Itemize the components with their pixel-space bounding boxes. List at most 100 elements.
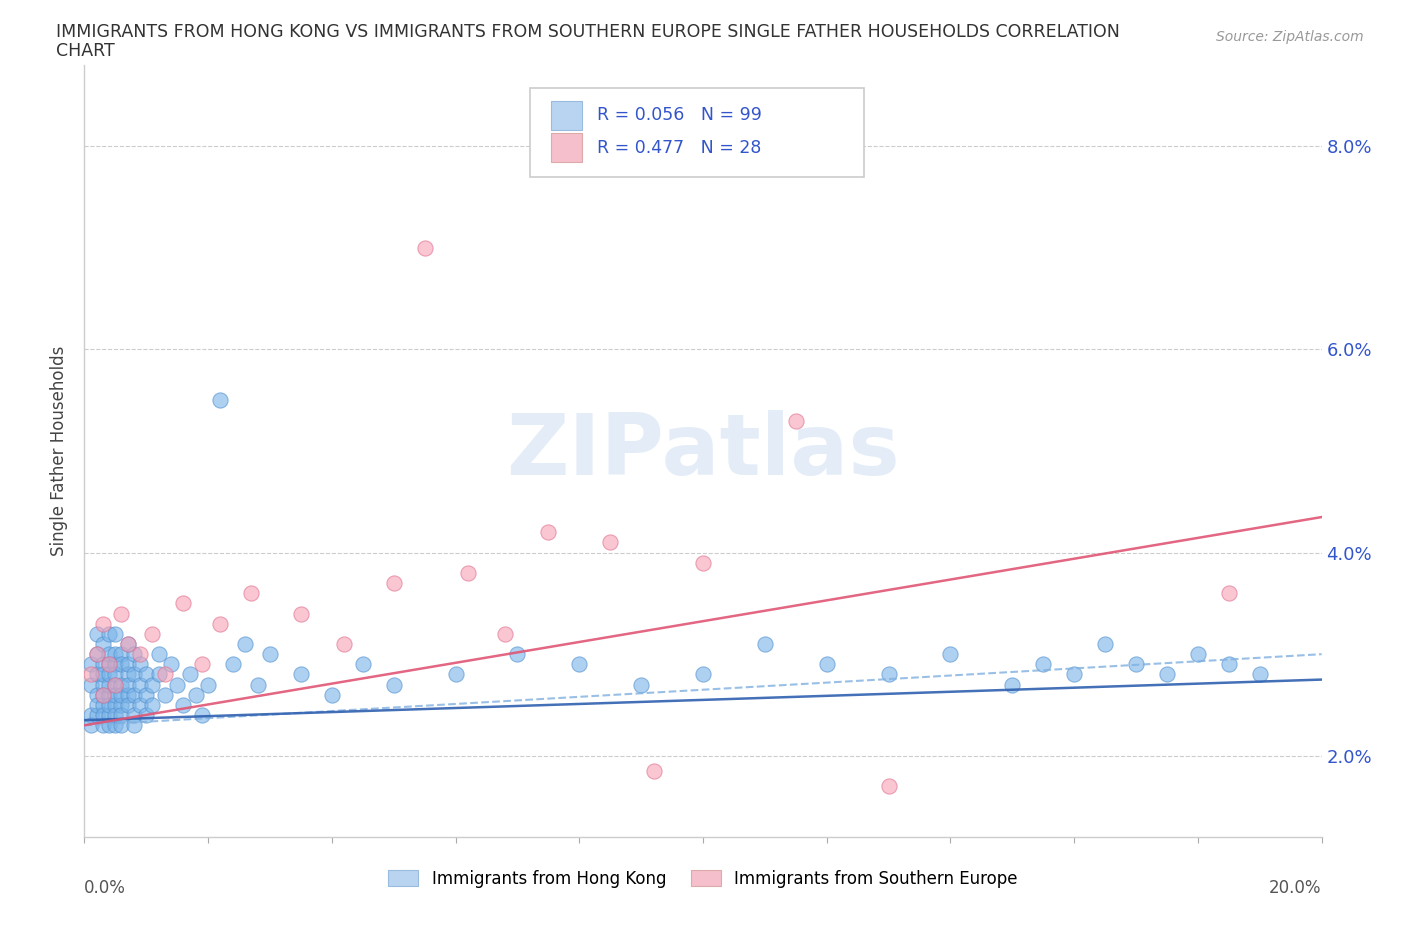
- Text: IMMIGRANTS FROM HONG KONG VS IMMIGRANTS FROM SOUTHERN EUROPE SINGLE FATHER HOUSE: IMMIGRANTS FROM HONG KONG VS IMMIGRANTS …: [56, 23, 1121, 41]
- Point: [1001, 677, 1024, 692]
- FancyBboxPatch shape: [530, 88, 863, 177]
- Point: [104, 718, 127, 733]
- Point: [643, 764, 665, 778]
- Point: [110, 646, 132, 661]
- Point: [166, 677, 188, 692]
- Point: [290, 667, 312, 682]
- Point: [1125, 657, 1147, 671]
- Point: [98, 657, 121, 671]
- Point: [1218, 586, 1240, 601]
- Point: [104, 677, 127, 692]
- Point: [91, 637, 114, 652]
- Point: [79, 718, 101, 733]
- Point: [352, 657, 374, 671]
- Point: [1156, 667, 1178, 682]
- Point: [785, 413, 807, 428]
- Point: [104, 667, 127, 682]
- Point: [877, 667, 900, 682]
- Point: [117, 687, 139, 702]
- Point: [692, 667, 714, 682]
- Text: 20.0%: 20.0%: [1270, 880, 1322, 897]
- Point: [191, 708, 214, 723]
- Point: [537, 525, 560, 539]
- Text: R = 0.056   N = 99: R = 0.056 N = 99: [596, 106, 762, 125]
- Point: [290, 606, 312, 621]
- Point: [79, 657, 101, 671]
- Point: [1218, 657, 1240, 671]
- Point: [815, 657, 838, 671]
- Point: [209, 617, 232, 631]
- Point: [184, 687, 207, 702]
- Point: [141, 627, 163, 642]
- Point: [98, 657, 121, 671]
- Point: [129, 646, 152, 661]
- Point: [233, 637, 256, 652]
- Point: [1249, 667, 1271, 682]
- Point: [117, 667, 139, 682]
- Point: [86, 646, 108, 661]
- Point: [104, 687, 127, 702]
- Point: [98, 677, 121, 692]
- Point: [91, 708, 114, 723]
- Point: [122, 718, 145, 733]
- Point: [98, 646, 121, 661]
- Point: [148, 646, 170, 661]
- Point: [172, 596, 194, 611]
- Point: [86, 627, 108, 642]
- Point: [382, 576, 405, 591]
- Point: [110, 708, 132, 723]
- Point: [91, 617, 114, 631]
- Point: [129, 677, 152, 692]
- Point: [91, 657, 114, 671]
- FancyBboxPatch shape: [551, 133, 582, 163]
- Point: [240, 586, 263, 601]
- Point: [1094, 637, 1116, 652]
- Point: [122, 667, 145, 682]
- Point: [630, 677, 652, 692]
- Point: [117, 637, 139, 652]
- Point: [160, 657, 183, 671]
- Point: [141, 698, 163, 712]
- Point: [91, 677, 114, 692]
- Point: [86, 698, 108, 712]
- Point: [104, 698, 127, 712]
- Point: [506, 646, 529, 661]
- Text: 0.0%: 0.0%: [84, 880, 127, 897]
- Point: [110, 687, 132, 702]
- Point: [135, 708, 157, 723]
- Point: [86, 708, 108, 723]
- Point: [122, 687, 145, 702]
- Point: [1032, 657, 1054, 671]
- Point: [259, 646, 281, 661]
- Point: [209, 392, 232, 407]
- Point: [86, 667, 108, 682]
- Point: [153, 687, 176, 702]
- Point: [877, 778, 900, 793]
- Text: Source: ZipAtlas.com: Source: ZipAtlas.com: [1216, 30, 1364, 44]
- Point: [110, 657, 132, 671]
- Point: [153, 667, 176, 682]
- Point: [122, 646, 145, 661]
- Point: [321, 687, 343, 702]
- Point: [333, 637, 356, 652]
- Point: [135, 667, 157, 682]
- Point: [98, 687, 121, 702]
- Point: [197, 677, 219, 692]
- Point: [457, 565, 479, 580]
- Point: [104, 627, 127, 642]
- Point: [939, 646, 962, 661]
- Point: [117, 698, 139, 712]
- Point: [104, 646, 127, 661]
- Point: [148, 667, 170, 682]
- Point: [222, 657, 245, 671]
- Point: [98, 627, 121, 642]
- Point: [86, 687, 108, 702]
- Point: [104, 708, 127, 723]
- Point: [117, 657, 139, 671]
- Point: [413, 241, 436, 256]
- Legend: Immigrants from Hong Kong, Immigrants from Southern Europe: Immigrants from Hong Kong, Immigrants fr…: [381, 863, 1025, 895]
- Point: [191, 657, 214, 671]
- Point: [98, 667, 121, 682]
- Point: [444, 667, 467, 682]
- Point: [246, 677, 269, 692]
